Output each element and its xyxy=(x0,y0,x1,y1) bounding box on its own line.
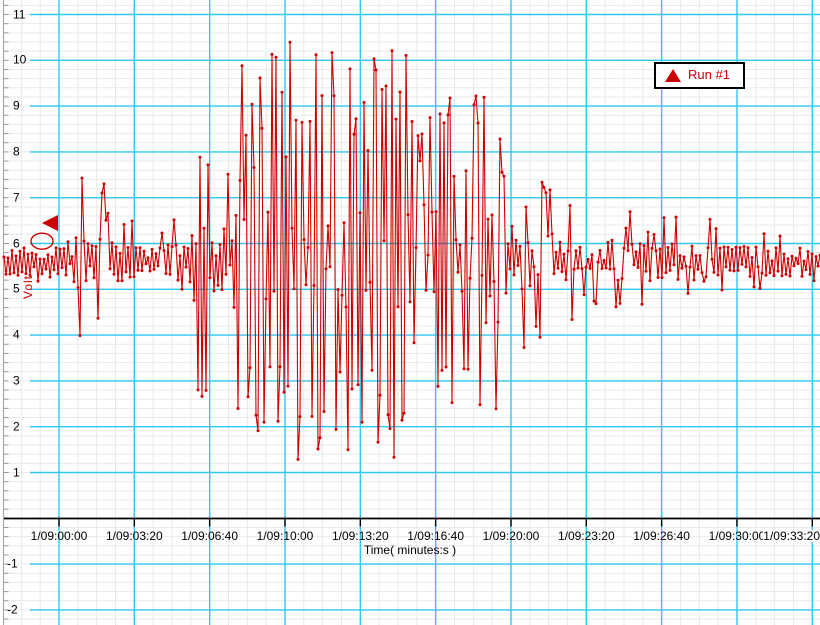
x-tick-label: 1/09:20:00 xyxy=(482,529,540,543)
x-tick-label: 1/09:00:00 xyxy=(30,529,88,543)
x-tick-label: 1/09:33:20 xyxy=(763,529,820,543)
y-tick-label: 5 xyxy=(13,281,20,296)
y-axis-ruler xyxy=(2,0,9,625)
y-tick-label: 6 xyxy=(13,235,20,250)
x-tick-label: 1/09:13:20 xyxy=(331,529,389,543)
x-tick-label: 1/09:16:40 xyxy=(407,529,464,543)
y-tick-label: 3 xyxy=(13,373,20,388)
legend[interactable]: Run #1 xyxy=(654,62,745,89)
x-tick-label: 1/09:26:40 xyxy=(633,529,690,543)
y-tick-label: 4 xyxy=(13,327,20,342)
y-tick-label: 11 xyxy=(13,6,26,21)
y-tick-label: -1 xyxy=(7,556,18,571)
y-axis-title: Volt xyxy=(21,274,35,300)
x-tick-label: 1/09:30:00 xyxy=(708,529,766,543)
legend-label: Run #1 xyxy=(688,67,730,82)
waveform-path xyxy=(3,42,820,460)
x-axis-line xyxy=(4,517,820,527)
x-tick-label: 1/09:03:20 xyxy=(105,529,163,543)
y-tick-label: 7 xyxy=(13,190,20,205)
axis-cursor-icon[interactable] xyxy=(42,214,58,231)
x-axis-title: Time( minutes:s ) xyxy=(363,543,457,557)
y-tick-label: 9 xyxy=(13,98,20,113)
y-tick-label: 10 xyxy=(13,52,27,67)
y-tick-label: 2 xyxy=(13,419,20,434)
y-tick-label: 1 xyxy=(13,464,20,479)
triangle-up-icon xyxy=(665,68,681,82)
y-tick-label: 8 xyxy=(13,144,20,159)
x-tick-label: 1/09:06:40 xyxy=(181,529,239,543)
waveform-series xyxy=(2,40,820,461)
x-tick-label: 1/09:23:20 xyxy=(557,529,615,543)
y-tick-label: -2 xyxy=(7,602,18,617)
x-tick-label: 1/09:10:00 xyxy=(256,529,314,543)
event-marker-ellipse-icon xyxy=(30,232,54,250)
